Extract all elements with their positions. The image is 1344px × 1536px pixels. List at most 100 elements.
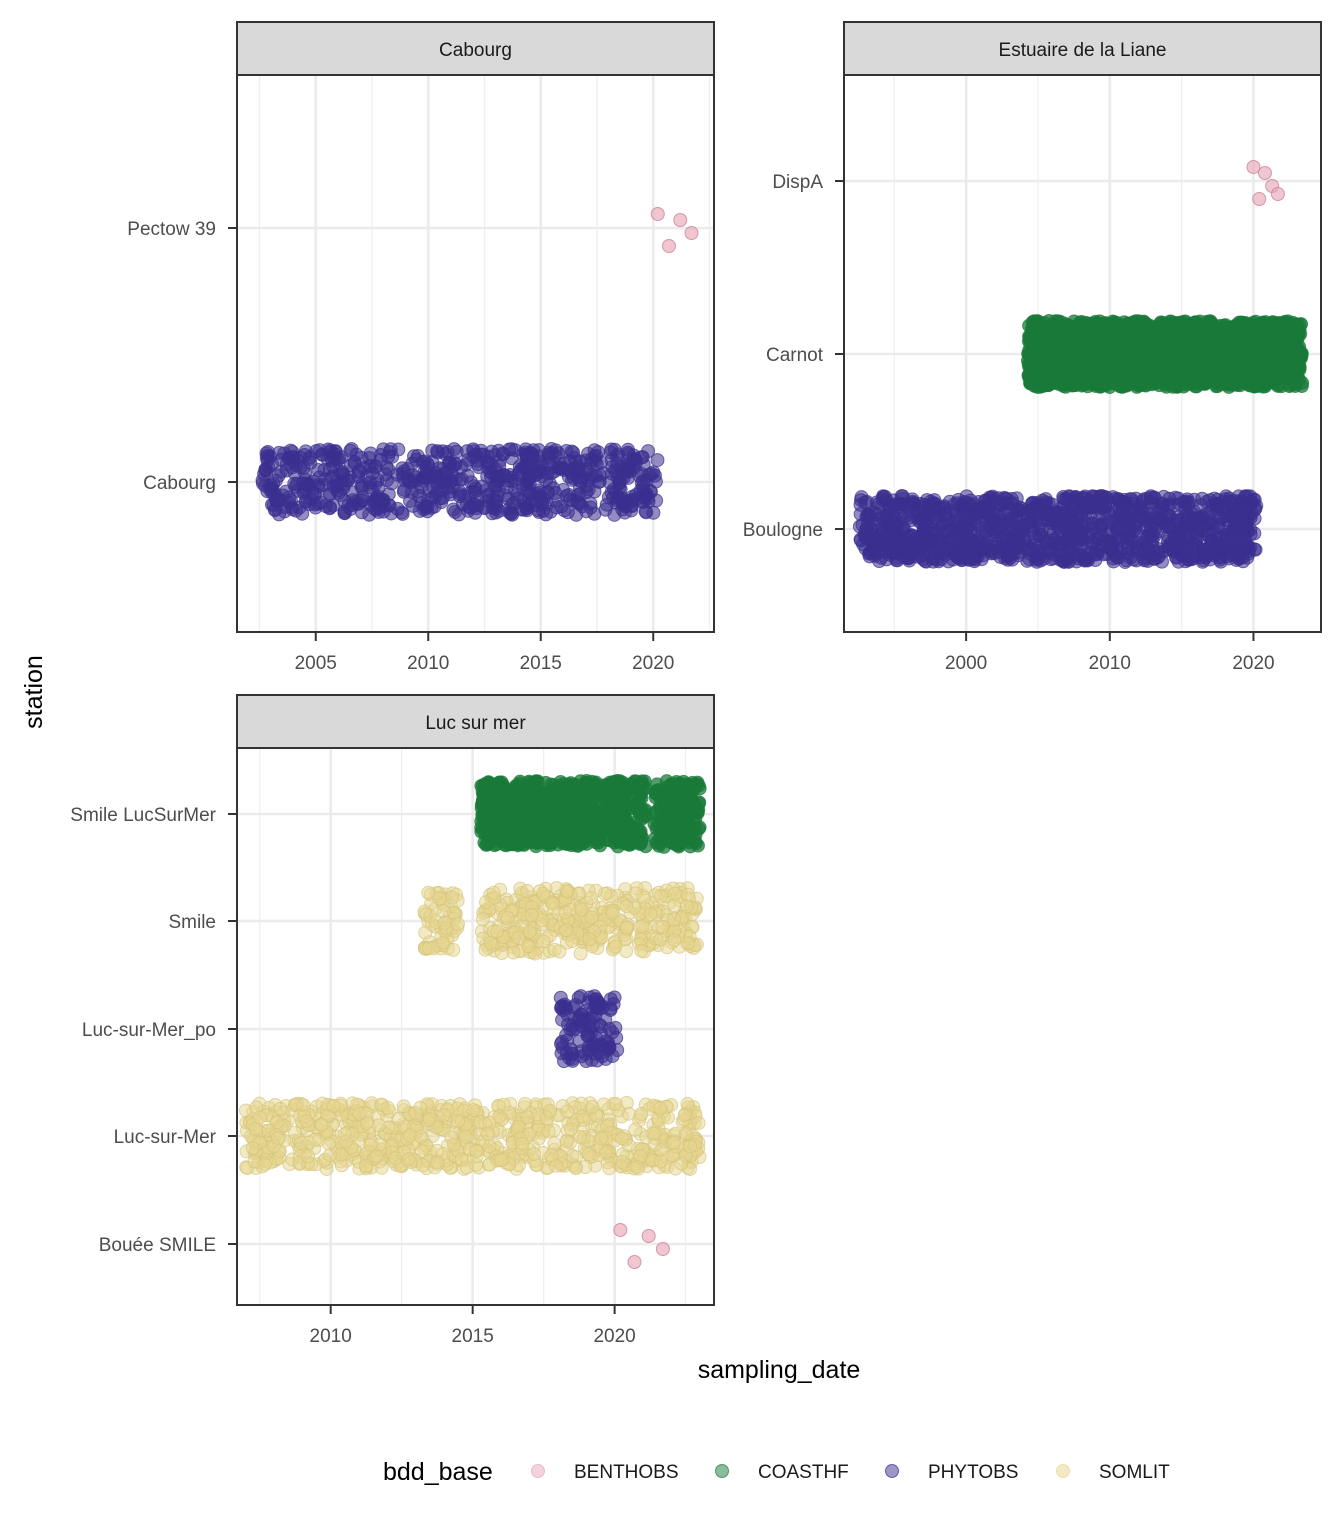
point-somlit xyxy=(560,1104,575,1119)
y-tick-label: DispA xyxy=(772,172,823,193)
point-somlit xyxy=(494,1152,509,1167)
facet-strip-label: Luc sur mer xyxy=(425,713,526,734)
point-phytobs xyxy=(556,482,571,497)
point-phytobs xyxy=(531,443,546,458)
point-phytobs xyxy=(1082,546,1097,561)
point-phytobs xyxy=(609,493,624,508)
point-phytobs xyxy=(1020,553,1035,568)
point-phytobs xyxy=(581,446,596,461)
point-somlit xyxy=(527,1147,542,1162)
point-somlit xyxy=(602,1161,617,1176)
point-benthobs xyxy=(1252,192,1267,206)
point-phytobs xyxy=(425,454,440,469)
point-phytobs xyxy=(916,523,931,538)
point-phytobs xyxy=(912,510,927,525)
point-phytobs xyxy=(1002,514,1017,529)
point-phytobs xyxy=(1071,530,1086,545)
point-phytobs xyxy=(913,549,928,564)
point-somlit xyxy=(363,1137,378,1152)
point-somlit xyxy=(547,1136,562,1151)
point-somlit xyxy=(446,1137,461,1152)
point-phytobs xyxy=(522,485,537,500)
point-somlit xyxy=(326,1098,341,1113)
point-phytobs xyxy=(268,473,283,488)
point-somlit xyxy=(396,1099,411,1114)
point-somlit xyxy=(444,890,459,905)
point-phytobs xyxy=(650,453,665,468)
point-somlit xyxy=(482,1157,497,1172)
point-phytobs xyxy=(384,476,399,491)
point-phytobs xyxy=(1179,494,1194,509)
point-somlit xyxy=(436,935,451,950)
data-points xyxy=(255,207,699,522)
point-coasthf xyxy=(1028,339,1043,354)
point-phytobs xyxy=(307,488,322,503)
point-somlit xyxy=(451,1114,466,1129)
point-phytobs xyxy=(277,504,292,519)
point-coasthf xyxy=(1294,379,1309,394)
point-somlit xyxy=(674,1156,689,1171)
panel-estuaire-de-la-liane: Estuaire de la LianeBoulogneCarnotDispA2… xyxy=(743,21,1322,674)
point-phytobs xyxy=(504,451,519,466)
point-phytobs xyxy=(1185,551,1200,566)
point-phytobs xyxy=(426,479,441,494)
point-benthobs xyxy=(613,1223,628,1237)
point-coasthf xyxy=(1254,321,1269,336)
point-somlit xyxy=(402,1128,417,1143)
point-phytobs xyxy=(612,476,627,491)
point-phytobs xyxy=(646,465,661,480)
point-coasthf xyxy=(1151,343,1166,358)
point-coasthf xyxy=(1069,358,1084,373)
point-phytobs xyxy=(930,524,945,539)
y-tick-label: Boulogne xyxy=(743,520,823,541)
point-phytobs xyxy=(858,526,873,541)
point-somlit xyxy=(475,912,490,927)
point-somlit xyxy=(492,1109,507,1124)
point-phytobs xyxy=(556,1003,571,1018)
point-somlit xyxy=(418,925,433,940)
point-somlit xyxy=(544,1148,559,1163)
facet-strip-label: Estuaire de la Liane xyxy=(999,40,1167,61)
point-phytobs xyxy=(286,454,301,469)
point-coasthf xyxy=(1087,330,1102,345)
point-somlit xyxy=(481,1126,496,1141)
point-somlit xyxy=(432,891,447,906)
point-coasthf xyxy=(1178,326,1193,341)
point-phytobs xyxy=(1102,541,1117,556)
point-somlit xyxy=(581,1147,596,1162)
x-tick-label: 2010 xyxy=(1089,653,1131,674)
point-phytobs xyxy=(574,1014,589,1029)
point-somlit xyxy=(416,1158,431,1173)
point-somlit xyxy=(273,1101,288,1116)
point-coasthf xyxy=(1198,361,1213,376)
point-phytobs xyxy=(454,472,469,487)
point-phytobs xyxy=(1052,518,1067,533)
point-phytobs xyxy=(968,547,983,562)
point-phytobs xyxy=(1211,517,1226,532)
point-phytobs xyxy=(468,447,483,462)
point-coasthf xyxy=(1245,377,1260,392)
point-phytobs xyxy=(1130,544,1145,559)
point-somlit xyxy=(388,1151,403,1166)
data-points xyxy=(852,160,1310,569)
point-coasthf xyxy=(1224,320,1239,335)
point-phytobs xyxy=(1050,537,1065,552)
point-phytobs xyxy=(328,451,343,466)
point-somlit xyxy=(511,1119,526,1134)
point-somlit xyxy=(496,1097,511,1112)
point-coasthf xyxy=(1164,335,1179,350)
point-phytobs xyxy=(344,442,359,457)
point-phytobs xyxy=(1219,532,1234,547)
point-phytobs xyxy=(529,466,544,481)
point-phytobs xyxy=(445,480,460,495)
point-somlit xyxy=(564,1122,579,1137)
point-somlit xyxy=(458,1129,473,1144)
point-phytobs xyxy=(400,462,415,477)
point-phytobs xyxy=(936,543,951,558)
point-coasthf xyxy=(1057,319,1072,334)
point-phytobs xyxy=(583,500,598,515)
point-phytobs xyxy=(414,480,429,495)
point-phytobs xyxy=(345,485,360,500)
point-somlit xyxy=(430,1155,445,1170)
